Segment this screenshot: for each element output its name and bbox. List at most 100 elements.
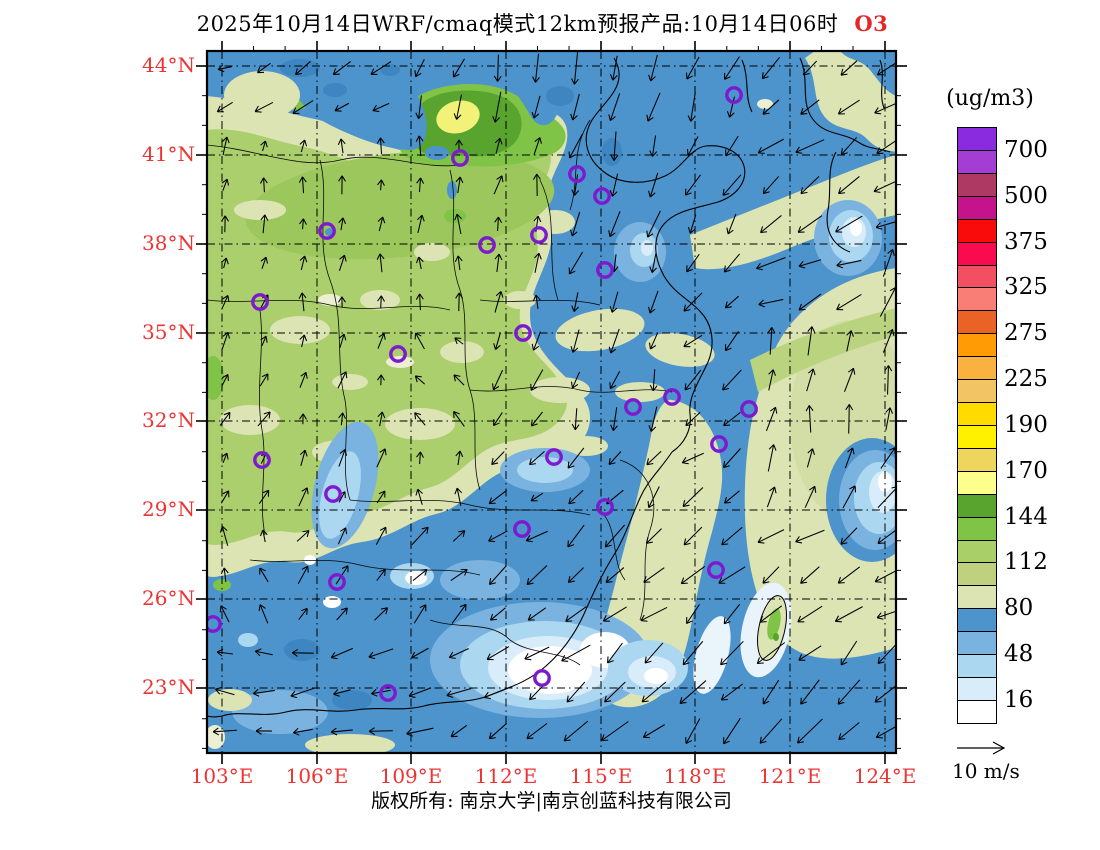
wind-arrow-head	[723, 265, 726, 273]
wind-arrow-head	[533, 345, 540, 351]
wind-arrow-head	[227, 374, 229, 382]
wind-arrow-shaft	[604, 681, 626, 703]
wind-arrow-head	[722, 192, 730, 196]
wind-arrow-head	[415, 112, 420, 119]
wind-arrow-head	[227, 295, 230, 302]
wind-arrow	[570, 329, 580, 353]
wind-arrow-shaft	[837, 679, 861, 705]
wind-arrow-shaft	[843, 368, 855, 392]
wind-arrow	[609, 55, 618, 81]
wind-arrow-head	[571, 78, 575, 85]
wind-arrow-shaft	[336, 607, 348, 621]
wind-arrow-head	[370, 688, 377, 695]
wind-arrow-shaft	[723, 411, 741, 427]
wind-arrow-head	[721, 698, 728, 701]
wind-arrow	[417, 214, 425, 233]
wind-arrow-shaft	[687, 136, 699, 156]
wind-arrow-shaft	[449, 648, 469, 658]
city-marker	[478, 236, 496, 254]
wind-arrow-shaft	[415, 332, 425, 350]
wind-arrow-shaft	[376, 448, 386, 468]
wind-arrow-shaft	[572, 329, 580, 353]
colorbar-box	[957, 356, 997, 381]
wind-arrow-head	[797, 615, 802, 623]
wind-arrow-shaft	[682, 487, 704, 507]
wind-arrow	[724, 331, 739, 352]
wind-arrow-head	[455, 176, 461, 183]
wind-arrow	[450, 568, 468, 581]
wind-arrow	[488, 722, 508, 740]
colorbar-box	[957, 195, 997, 220]
wind-arrow-head	[539, 137, 542, 144]
wind-arrow	[332, 60, 351, 76]
wind-arrow-head	[532, 294, 537, 302]
wind-arrow-head	[488, 497, 492, 504]
wind-arrow	[254, 101, 274, 113]
wind-arrow-head	[450, 730, 455, 737]
province-borders	[207, 119, 673, 666]
wind-arrow-shaft	[378, 216, 384, 232]
wind-arrow-shaft	[795, 529, 825, 543]
wind-arrow-shaft	[524, 646, 550, 660]
wind-arrow-head	[421, 526, 429, 530]
lat-label: 29°N	[142, 497, 195, 521]
wind-arrow-head	[571, 231, 578, 237]
wind-arrow-head	[420, 177, 425, 184]
wind-arrow-shaft	[337, 371, 347, 389]
wind-arrow-head	[381, 411, 386, 419]
wind-arrow	[605, 567, 625, 583]
wind-arrow	[845, 404, 854, 434]
city-marker	[596, 498, 614, 516]
wind-arrow-shaft	[725, 295, 739, 309]
wind-arrow	[718, 566, 746, 584]
wind-arrow	[299, 371, 308, 388]
wind-arrow-shaft	[565, 606, 587, 622]
wind-arrow	[608, 451, 622, 466]
wind-arrow-shaft	[529, 684, 545, 700]
wind-arrow-shaft	[838, 99, 860, 115]
wind-arrow-head	[494, 117, 500, 123]
wind-arrow	[524, 646, 550, 661]
wind-arrow-head	[290, 695, 298, 699]
wind-arrow	[216, 648, 233, 657]
wind-arrow	[804, 485, 817, 508]
wind-arrow	[648, 54, 658, 82]
wind-arrow-shaft	[572, 93, 580, 121]
wind-arrow	[492, 91, 502, 123]
wind-arrow	[762, 566, 780, 584]
wind-arrow-head	[330, 651, 336, 658]
wind-arrow-head	[527, 613, 532, 621]
wind-arrow-head	[684, 387, 692, 391]
wind-arrow-head	[538, 253, 542, 260]
wind-arrow-shaft	[302, 218, 304, 230]
wind-arrow-shaft	[453, 411, 465, 427]
wind-arrow-head	[774, 486, 777, 494]
wind-arrow-head	[875, 700, 882, 703]
wind-arrow-head	[567, 575, 571, 583]
wind-arrow-shaft	[489, 565, 507, 585]
wind-arrow-head	[762, 76, 769, 80]
wind-arrow	[368, 648, 394, 660]
wind-arrow-head	[684, 542, 691, 546]
wind-arrow	[874, 102, 896, 115]
wind-arrow-shaft	[800, 679, 820, 705]
wind-arrow-head	[724, 621, 731, 625]
wind-arrow	[452, 58, 465, 78]
wind-arrow-head	[372, 110, 380, 113]
wind-arrow-shaft	[567, 447, 585, 469]
wind-arrow-shaft	[262, 529, 266, 543]
wind-arrow-head	[609, 74, 614, 81]
wind-arrow	[686, 136, 699, 156]
region-north-creams	[504, 210, 715, 456]
map-canvas	[207, 51, 896, 753]
wind-arrow-head	[380, 295, 385, 302]
wind-arrow	[453, 374, 465, 386]
wind-arrow	[338, 333, 347, 349]
wind-arrow	[298, 292, 307, 312]
wind-arrow-head	[772, 369, 776, 376]
wind-arrow-shaft	[683, 292, 703, 312]
wind-arrow-shaft	[723, 603, 741, 625]
wind-arrow-head	[648, 74, 652, 82]
wind-arrow-shaft	[767, 444, 775, 472]
